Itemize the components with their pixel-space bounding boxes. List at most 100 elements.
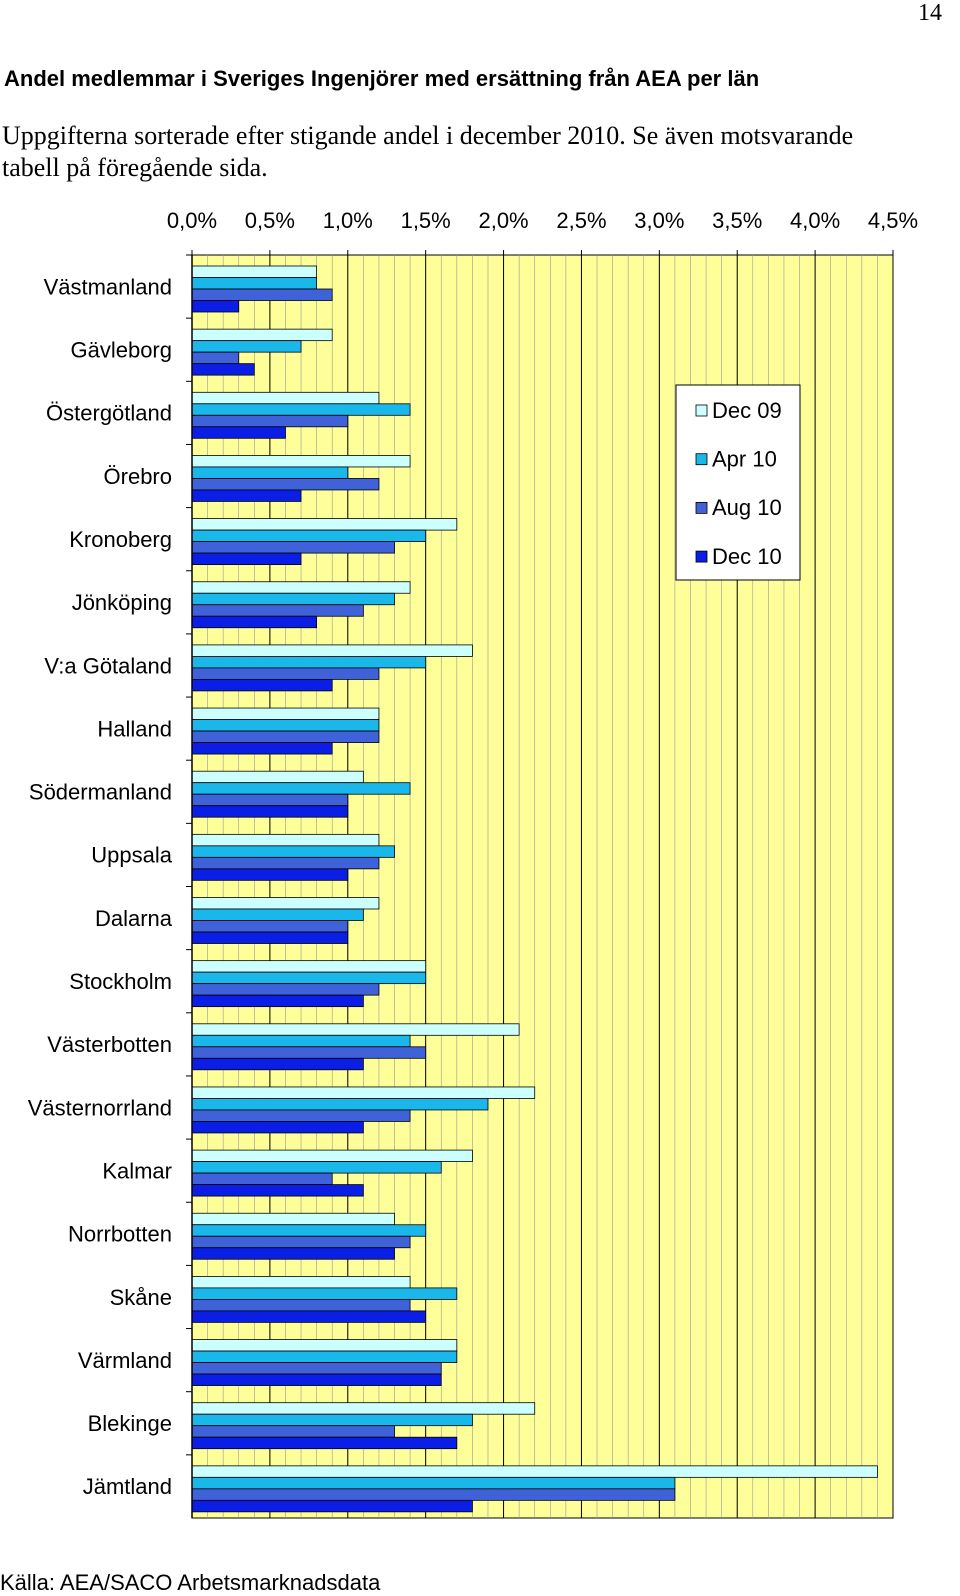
bar [191,1057,364,1071]
x-tick-label: 0,5% [245,208,295,233]
y-tick-label: Jämtland [83,1474,172,1499]
bar [191,845,395,858]
chart-subtitle: Uppgifterna sorterade efter stigande and… [2,121,854,182]
bar [191,1247,395,1260]
bar [191,719,380,732]
y-tick-label: Västmanland [44,274,172,299]
bar [191,1402,536,1415]
bar [191,403,411,416]
bar [191,489,302,502]
bar [191,983,380,996]
bar [191,581,411,594]
legend-label: Aug 10 [712,495,782,520]
bar [191,1172,333,1185]
y-tick-label: Uppsala [91,843,172,868]
bar [191,1465,878,1478]
bar [191,920,349,933]
bar [191,1299,411,1312]
y-tick-label: Jönköping [72,590,172,615]
x-tick-label: 3,0% [634,208,684,233]
x-tick-label: 2,0% [478,208,528,233]
bar [191,730,380,743]
source: Källa: AEA/SACO Arbetsmarknadsdata [0,1570,381,1595]
y-tick-label: Halland [97,716,172,741]
y-tick-label: Blekinge [88,1411,172,1436]
y-tick-label: Dalarna [95,906,173,931]
bar [191,351,240,365]
y-tick-label: Västerbotten [47,1032,172,1057]
bar [191,960,427,973]
bar [191,908,364,921]
legend-swatch [695,501,708,514]
bar [191,742,333,755]
bar [191,1362,442,1375]
bar [191,868,349,881]
bar [191,518,458,531]
bar [191,328,333,342]
bar [191,541,395,554]
bar [191,604,364,617]
bar [191,340,302,353]
bar [191,1086,536,1099]
bar [191,426,286,439]
bar [191,1287,458,1300]
legend-swatch [695,550,708,563]
y-tick-label: Örebro [104,464,172,489]
bar [191,414,349,428]
bar [191,679,333,692]
bar [191,1235,411,1249]
x-tick-label: 3,5% [712,208,762,233]
bar [191,1149,473,1162]
bar [191,656,427,669]
bar [191,805,349,818]
bar [191,265,318,278]
bar [191,1413,473,1427]
bar [191,1488,676,1501]
bar [191,782,411,795]
bar [191,793,349,807]
bar [191,770,364,784]
page-number: 14 [918,0,942,26]
bar [191,615,318,629]
x-tick-label: 4,0% [790,208,840,233]
y-tick-label: Kalmar [102,1158,172,1183]
y-tick-label: Stockholm [69,969,172,994]
bar [191,897,380,910]
bar [191,1373,442,1386]
bar [191,1276,411,1289]
bar [191,391,380,405]
bar [191,1121,364,1134]
y-tick-label: Västernorrland [28,1095,172,1120]
bar [191,592,395,606]
bar [191,1339,458,1352]
bar [191,1161,442,1174]
x-tick-label: 4,5% [868,208,918,233]
chart-title: Andel medlemmar i Sveriges Ingenjörer me… [4,66,760,91]
legend-box [675,384,801,581]
y-tick-label: Norrbotten [68,1222,172,1247]
y-tick-label: Värmland [78,1348,172,1373]
x-tick-label: 2,5% [556,208,606,233]
bar [191,1109,411,1122]
y-tick-label: Kronoberg [69,527,172,552]
bar [191,1425,395,1438]
bar [191,1098,489,1111]
bar [191,1184,364,1197]
x-tick-label: 1,5% [401,208,451,233]
legend-swatch [695,453,708,466]
bar [191,667,380,680]
bar [191,277,318,290]
bar [191,478,380,491]
y-tick-label: V:a Götaland [44,653,172,678]
bar [191,466,349,479]
legend-label: Apr 10 [712,447,777,472]
y-tick-label: Östergötland [46,401,172,426]
bar [191,833,380,847]
bar [191,1350,458,1363]
bar [191,707,380,720]
bar [191,1034,411,1048]
bar [191,1046,427,1059]
bar [191,1224,427,1237]
y-tick-label: Gävleborg [70,338,172,363]
